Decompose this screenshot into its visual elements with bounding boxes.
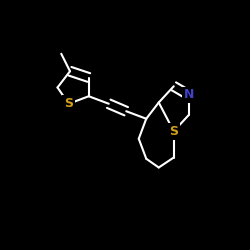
Text: S: S <box>64 97 73 110</box>
Text: N: N <box>184 88 194 102</box>
Text: S: S <box>169 125 178 138</box>
